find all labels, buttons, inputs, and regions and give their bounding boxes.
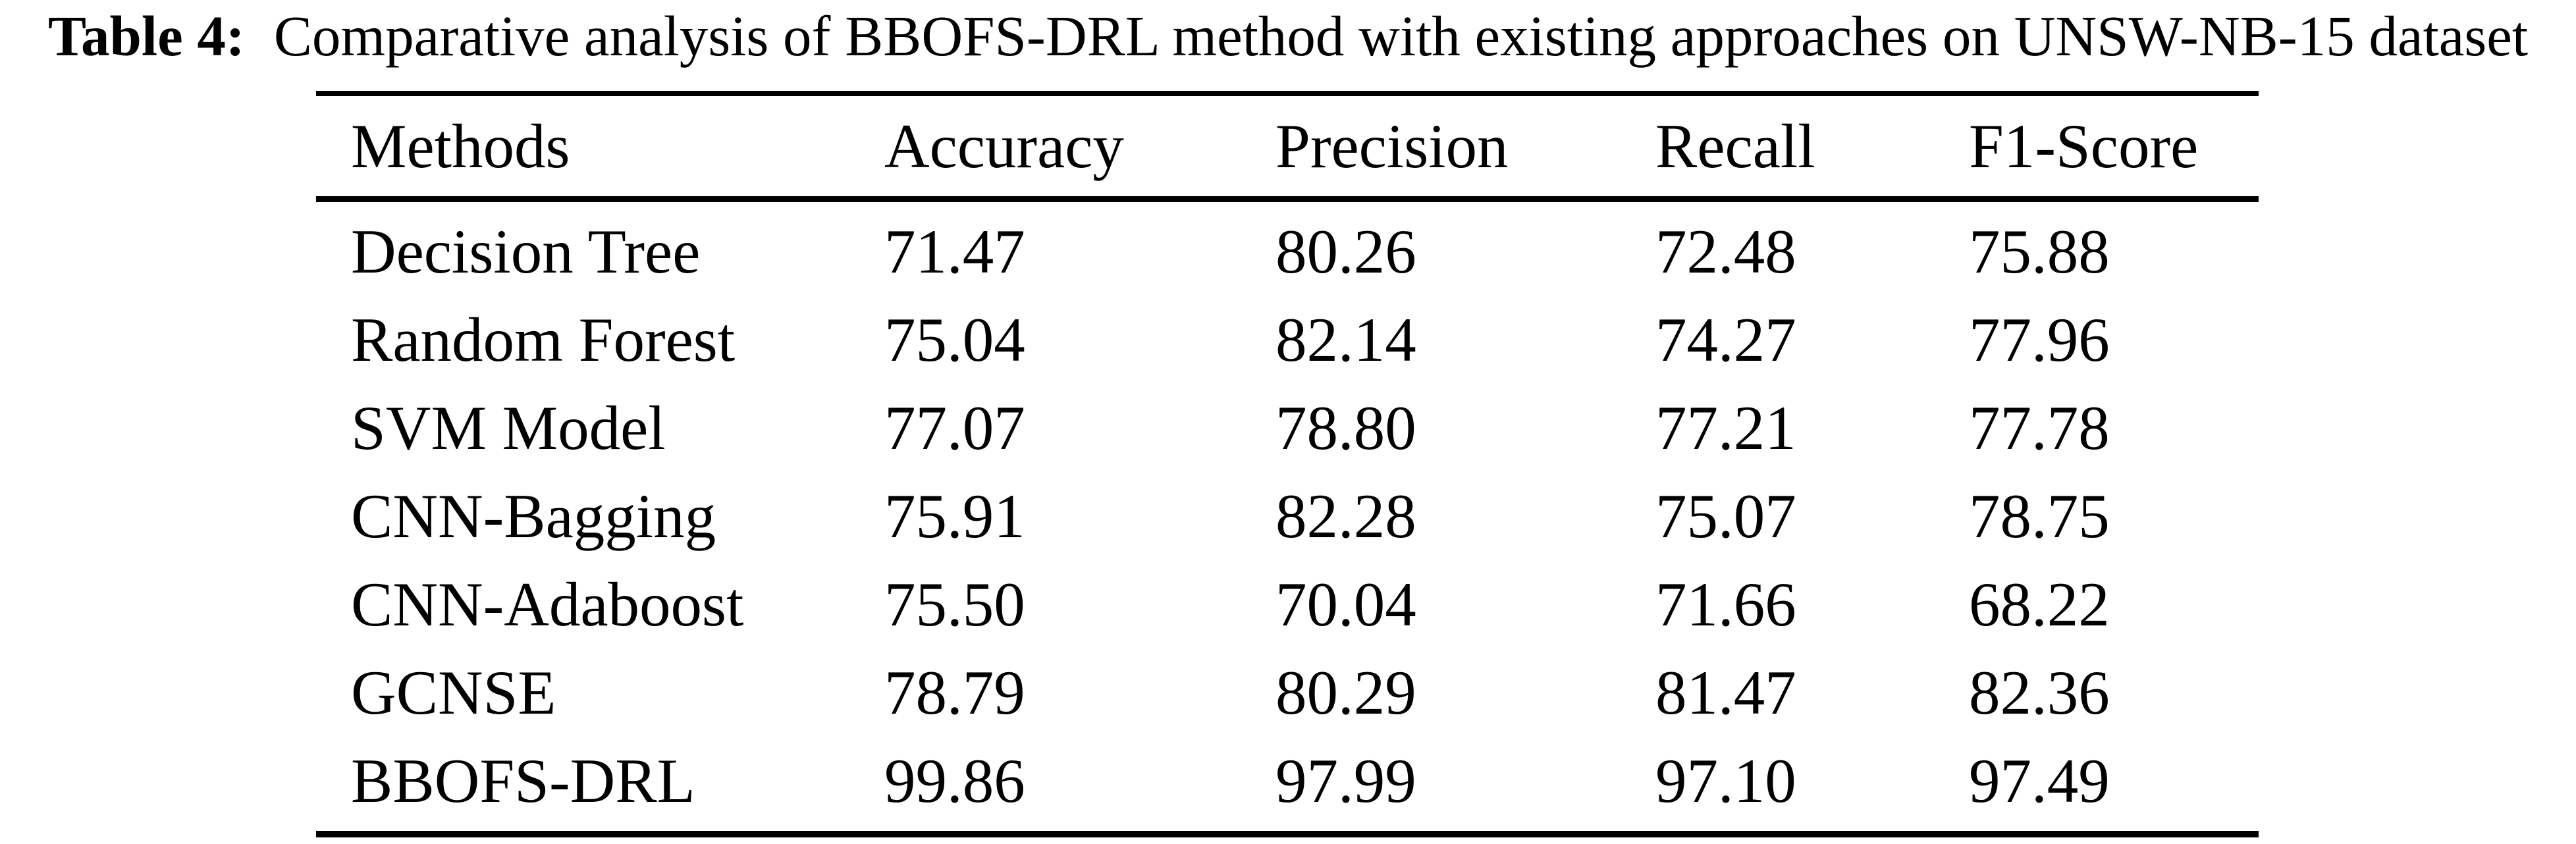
cell-accuracy: 78.79: [884, 658, 1025, 727]
table-row: GCNSE 78.79 80.29 81.47 82.36: [316, 648, 2259, 737]
cell-recall: 74.27: [1655, 305, 1796, 375]
table-top-rule: [316, 91, 2259, 96]
table-caption-text: Comparative analysis of BBOFS-DRL method…: [273, 4, 2529, 68]
cell-f1-score: 77.78: [1969, 393, 2110, 463]
table-row: Decision Tree 71.47 80.26 72.48 75.88: [316, 207, 2259, 296]
cell-f1-score: 78.75: [1969, 481, 2110, 551]
cell-recall: 72.48: [1655, 217, 1796, 286]
cell-method: Decision Tree: [351, 217, 701, 286]
cell-recall: 77.21: [1655, 393, 1796, 463]
cell-method: BBOFS-DRL: [351, 746, 695, 816]
cell-recall: 75.07: [1655, 481, 1796, 551]
cell-f1-score: 68.22: [1969, 569, 2110, 639]
cell-method: CNN-Bagging: [351, 481, 716, 551]
table-row: CNN-Adaboost 75.50 70.04 71.66 68.22: [316, 560, 2259, 648]
table-bottom-rule: [316, 831, 2259, 837]
column-header-recall: Recall: [1655, 111, 1815, 181]
table-body: Decision Tree 71.47 80.26 72.48 75.88 Ra…: [316, 202, 2259, 831]
column-header-precision: Precision: [1275, 111, 1509, 181]
cell-precision: 80.29: [1275, 658, 1416, 727]
cell-precision: 78.80: [1275, 393, 1416, 463]
cell-precision: 97.99: [1275, 746, 1416, 816]
table-caption-label: Table 4:: [47, 4, 245, 68]
table-row: Random Forest 75.04 82.14 74.27 77.96: [316, 296, 2259, 384]
cell-accuracy: 99.86: [884, 746, 1025, 816]
table-header-row: Methods Accuracy Precision Recall F1-Sco…: [316, 96, 2259, 196]
column-header-methods: Methods: [351, 111, 570, 181]
cell-accuracy: 75.04: [884, 305, 1025, 375]
table-caption: Table 4: Comparative analysis of BBOFS-DR…: [0, 0, 2576, 75]
cell-accuracy: 77.07: [884, 393, 1025, 463]
cell-f1-score: 97.49: [1969, 746, 2110, 816]
cell-f1-score: 75.88: [1969, 217, 2110, 286]
cell-precision: 82.28: [1275, 481, 1416, 551]
cell-method: GCNSE: [351, 658, 556, 727]
cell-accuracy: 75.91: [884, 481, 1025, 551]
cell-precision: 82.14: [1275, 305, 1416, 375]
cell-f1-score: 82.36: [1969, 658, 2110, 727]
cell-method: CNN-Adaboost: [351, 569, 744, 639]
cell-precision: 70.04: [1275, 569, 1416, 639]
cell-method: Random Forest: [351, 305, 736, 375]
table-row: SVM Model 77.07 78.80 77.21 77.78: [316, 384, 2259, 472]
table-row: BBOFS-DRL 99.86 97.99 97.10 97.49: [316, 737, 2259, 825]
cell-f1-score: 77.96: [1969, 305, 2110, 375]
cell-method: SVM Model: [351, 393, 666, 463]
data-table: Methods Accuracy Precision Recall F1-Sco…: [316, 91, 2259, 837]
cell-accuracy: 75.50: [884, 569, 1025, 639]
table-header-rule: [316, 196, 2259, 202]
table-row: CNN-Bagging 75.91 82.28 75.07 78.75: [316, 472, 2259, 560]
cell-accuracy: 71.47: [884, 217, 1025, 286]
column-header-f1-score: F1-Score: [1969, 111, 2199, 181]
column-header-accuracy: Accuracy: [884, 111, 1124, 181]
cell-precision: 80.26: [1275, 217, 1416, 286]
cell-recall: 97.10: [1655, 746, 1796, 816]
cell-recall: 71.66: [1655, 569, 1796, 639]
cell-recall: 81.47: [1655, 658, 1796, 727]
